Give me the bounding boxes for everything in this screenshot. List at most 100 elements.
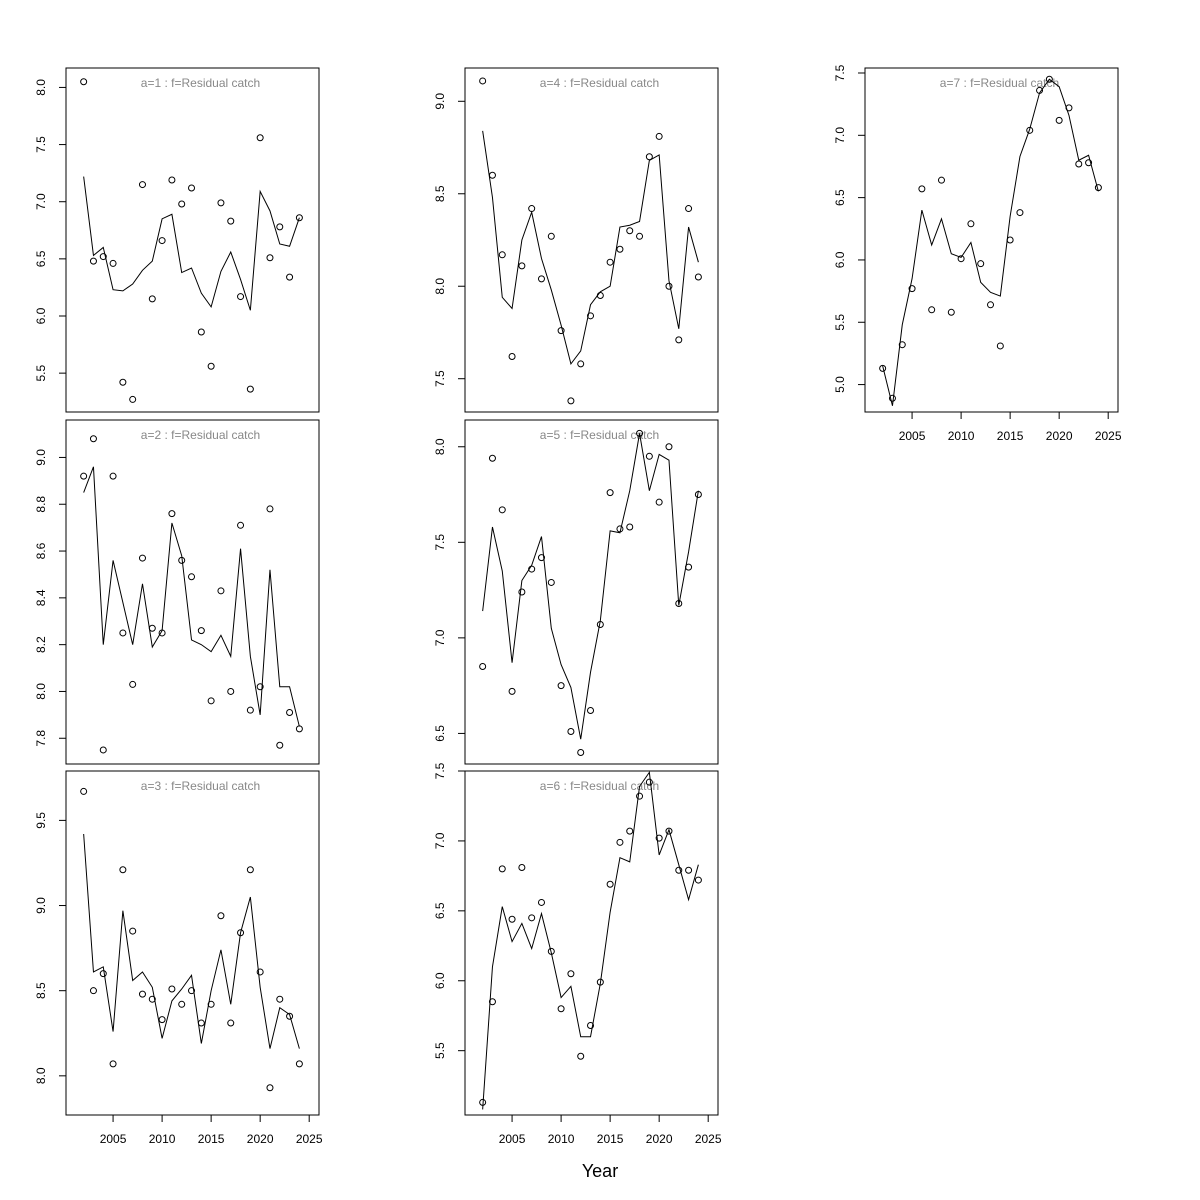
observed-point: [80, 787, 88, 795]
panel-title: a=3 : f=Residual catch: [141, 779, 260, 793]
observed-point: [89, 987, 97, 995]
observed-point: [685, 563, 693, 571]
observed-point: [80, 78, 88, 86]
y-tick-label: 5.5: [433, 1042, 447, 1059]
observed-point: [197, 328, 205, 336]
y-tick-label: 7.5: [433, 762, 447, 779]
observed-point: [1026, 126, 1034, 134]
observed-point: [587, 1022, 595, 1030]
y-tick-label: 9.5: [34, 812, 48, 829]
y-tick-label: 5.5: [34, 364, 48, 381]
plot-frame: [464, 770, 719, 1116]
observed-point: [138, 181, 146, 189]
observed-point: [256, 968, 264, 976]
observed-point: [286, 273, 294, 281]
observed-point: [616, 838, 624, 846]
observed-point: [488, 171, 496, 179]
observed-point: [596, 620, 604, 628]
plot-frame: [65, 770, 320, 1116]
observed-point: [99, 746, 107, 754]
fitted-line: [83, 176, 300, 311]
y-tick-label: 8.6: [34, 542, 48, 559]
observed-point: [606, 489, 614, 497]
observed-point: [498, 251, 506, 259]
panel-title: a=6 : f=Residual catch: [540, 779, 659, 793]
observed-point: [217, 199, 225, 207]
observed-point: [119, 866, 127, 874]
panel: a=2 : f=Residual catch 7.8 8.0 8.2 8.4 8.6 8.8…: [34, 419, 320, 765]
observed-point: [587, 706, 595, 714]
panel: a=4 : f=Residual catch 7.5 8.0 8.5 9.0: [433, 67, 719, 413]
observed-point: [577, 1052, 585, 1060]
observed-point: [567, 970, 575, 978]
observed-point: [596, 978, 604, 986]
fitted-line: [882, 78, 1099, 406]
observed-point: [119, 378, 127, 386]
observed-point: [567, 728, 575, 736]
observed-point: [237, 521, 245, 529]
y-tick-label: 6.0: [433, 972, 447, 989]
observed-point: [89, 435, 97, 443]
x-tick-label: 2010: [548, 1132, 575, 1146]
x-tick-label: 2025: [695, 1132, 722, 1146]
observed-point: [246, 866, 254, 874]
observed-point: [528, 565, 536, 573]
observed-point: [148, 995, 156, 1003]
plot-frame: [65, 419, 320, 765]
panel-title: a=5 : f=Residual catch: [540, 428, 659, 442]
observed-point: [129, 395, 137, 403]
y-tick-label: 7.5: [433, 534, 447, 551]
x-tick-label: 2020: [646, 1132, 673, 1146]
observed-point: [168, 176, 176, 184]
observed-point: [479, 663, 487, 671]
observed-point: [636, 792, 644, 800]
observed-point: [655, 132, 663, 140]
observed-point: [168, 985, 176, 993]
plot-frame: [864, 67, 1119, 413]
y-tick-label: 6.5: [34, 250, 48, 267]
observed-point: [148, 295, 156, 303]
observed-point: [246, 706, 254, 714]
observed-point: [80, 472, 88, 480]
observed-point: [528, 205, 536, 213]
fitted-line: [482, 433, 699, 740]
y-tick-label: 8.4: [34, 589, 48, 606]
observed-point: [227, 217, 235, 225]
observed-point: [508, 915, 516, 923]
plot-frame: [65, 67, 320, 413]
observed-point: [645, 452, 653, 460]
y-tick-label: 8.0: [34, 1067, 48, 1084]
fitted-line: [83, 833, 300, 1049]
fitted-line: [482, 771, 699, 1110]
observed-point: [276, 995, 284, 1003]
x-tick-label: 2025: [296, 1132, 323, 1146]
observed-point: [246, 385, 254, 393]
observed-point: [508, 353, 516, 361]
observed-point: [197, 627, 205, 635]
observed-point: [479, 77, 487, 85]
observed-point: [266, 1084, 274, 1092]
observed-point: [567, 397, 575, 405]
observed-point: [616, 245, 624, 253]
x-tick-label: 2005: [499, 1132, 526, 1146]
observed-point: [675, 336, 683, 344]
y-tick-label: 8.2: [34, 636, 48, 653]
y-tick-label: 7.5: [833, 64, 847, 81]
observed-point: [879, 364, 887, 372]
observed-point: [256, 683, 264, 691]
y-tick-label: 6.5: [433, 902, 447, 919]
x-tick-label: 2015: [997, 429, 1024, 443]
observed-point: [1094, 184, 1102, 192]
panel-title: a=2 : f=Residual catch: [141, 428, 260, 442]
observed-point: [937, 176, 945, 184]
observed-point: [109, 472, 117, 480]
observed-point: [518, 262, 526, 270]
y-tick-label: 6.5: [833, 189, 847, 206]
observed-point: [178, 1000, 186, 1008]
panel-title: a=1 : f=Residual catch: [141, 76, 260, 90]
observed-point: [547, 947, 555, 955]
observed-point: [655, 498, 663, 506]
y-tick-label: 6.0: [34, 307, 48, 324]
observed-point: [665, 443, 673, 451]
